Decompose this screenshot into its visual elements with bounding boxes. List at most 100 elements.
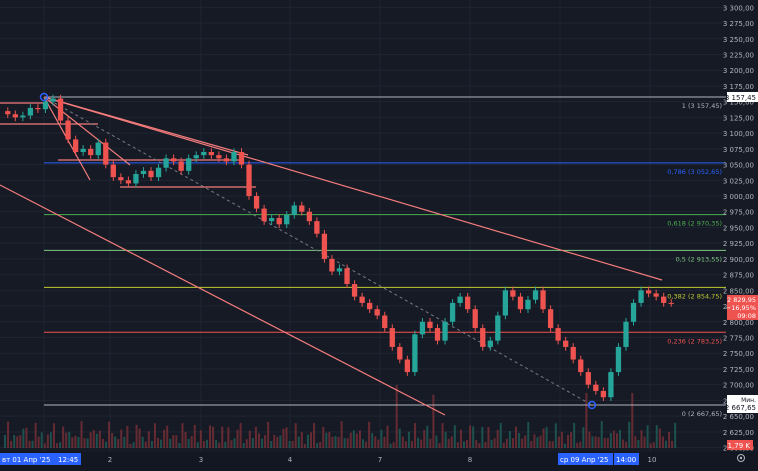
candle-body bbox=[284, 214, 290, 225]
volume-bar bbox=[123, 436, 126, 448]
y-tick-label: 3 275,00 bbox=[723, 20, 754, 28]
y-tick-label: 2 850,00 bbox=[723, 287, 754, 295]
candle-body bbox=[80, 148, 86, 152]
volume-bar bbox=[56, 443, 59, 448]
volume-bar bbox=[92, 430, 95, 448]
volume-bar bbox=[472, 426, 475, 448]
volume-bar bbox=[661, 436, 664, 448]
candle-body bbox=[329, 258, 335, 272]
volume-bar bbox=[557, 436, 560, 448]
candle-body bbox=[170, 158, 177, 162]
candle-body bbox=[246, 164, 252, 197]
volume-bar bbox=[285, 427, 288, 448]
volume-bar bbox=[95, 433, 98, 448]
volume-bar bbox=[368, 421, 371, 448]
fan-line-2[interactable] bbox=[43, 96, 249, 156]
volume-bar bbox=[658, 428, 661, 448]
volume-bar bbox=[89, 432, 92, 448]
fib-trendline-dashed[interactable] bbox=[43, 96, 593, 406]
volume-bar bbox=[450, 436, 453, 448]
volume-bar bbox=[643, 436, 646, 448]
x-cursor-highlight bbox=[56, 453, 81, 465]
y-tick-label: 2 875,00 bbox=[723, 272, 754, 280]
volume-bar bbox=[334, 435, 337, 448]
candle-body bbox=[261, 208, 267, 222]
candle-body bbox=[50, 98, 56, 102]
candle-body bbox=[231, 151, 237, 162]
volume-bar bbox=[591, 436, 594, 448]
settings-gear-icon[interactable] bbox=[737, 454, 745, 462]
x-cursor-highlight bbox=[558, 453, 613, 465]
y-tick-label: 3 025,00 bbox=[723, 177, 754, 185]
volume-bar bbox=[414, 423, 417, 448]
volume-bar bbox=[62, 426, 65, 448]
volume-bar bbox=[567, 434, 570, 448]
volume-bar bbox=[300, 432, 303, 448]
volume-bar bbox=[548, 441, 551, 448]
candle-body bbox=[465, 296, 471, 310]
y-tick-label: 3 225,00 bbox=[723, 52, 754, 60]
x-tick-label: 3 bbox=[199, 456, 203, 464]
volume-bar bbox=[481, 426, 484, 448]
candle-body bbox=[480, 328, 486, 347]
volume-bar bbox=[10, 440, 13, 448]
candle-body bbox=[412, 334, 418, 373]
candle-body bbox=[585, 372, 591, 385]
volume-bar bbox=[16, 436, 19, 448]
x-tick-label: ср 09 Апр '25 bbox=[560, 456, 609, 464]
x-tick-label: 14:00 bbox=[616, 456, 636, 464]
volume-bar bbox=[273, 434, 276, 448]
y-tick-label: 3 150,00 bbox=[723, 99, 754, 107]
volume-bar bbox=[579, 441, 582, 448]
volume-bar bbox=[573, 422, 576, 448]
volume-bar bbox=[282, 428, 285, 448]
volume-bar bbox=[493, 438, 496, 448]
volume-bar bbox=[429, 438, 432, 448]
y-tick-label: 3 200,00 bbox=[723, 67, 754, 75]
volume-bar bbox=[664, 440, 667, 448]
candle-body bbox=[20, 115, 26, 118]
volume-bar bbox=[138, 428, 141, 448]
candle-body bbox=[133, 174, 139, 184]
volume-bar bbox=[294, 423, 297, 448]
y-tick-label: 2 700,00 bbox=[723, 382, 754, 390]
x-tick-label: вт 01 Апр '25 bbox=[2, 456, 50, 464]
candle-body bbox=[472, 309, 478, 329]
volume-bar bbox=[40, 432, 43, 448]
upper-trendline[interactable] bbox=[43, 96, 663, 281]
volume-bar bbox=[603, 437, 606, 448]
volume-bar bbox=[297, 436, 300, 448]
volume-bar bbox=[80, 421, 83, 448]
y-tick-label: 2 750,00 bbox=[723, 350, 754, 358]
volume-bar bbox=[187, 438, 190, 448]
volume-bar bbox=[150, 440, 153, 448]
x-tick-label: 7 bbox=[378, 456, 382, 464]
anchor-point-low[interactable] bbox=[587, 400, 597, 410]
candle-body bbox=[404, 359, 410, 373]
volume-bar bbox=[371, 432, 374, 448]
candle-body bbox=[661, 296, 667, 303]
candle-body bbox=[118, 177, 124, 181]
volume-bar bbox=[34, 422, 37, 448]
volume-bar bbox=[218, 442, 221, 448]
volume-bar bbox=[233, 438, 236, 448]
volume-bar bbox=[576, 442, 579, 448]
anchor-point-high[interactable] bbox=[39, 92, 49, 102]
volume-bar bbox=[236, 429, 239, 448]
volume-bar bbox=[463, 441, 465, 448]
volume-bar bbox=[86, 438, 89, 448]
volume-bar bbox=[306, 434, 309, 448]
last-price-tag bbox=[727, 294, 758, 320]
volume-bar bbox=[502, 442, 505, 448]
y-tick-label: 3 000,00 bbox=[723, 193, 754, 201]
candle-body bbox=[495, 315, 501, 341]
candle-body bbox=[344, 268, 350, 285]
candle-body bbox=[593, 384, 599, 391]
volume-bar bbox=[322, 426, 325, 448]
lower-trendline[interactable] bbox=[0, 184, 446, 416]
volume-bar bbox=[215, 440, 218, 448]
volume-bar bbox=[114, 436, 117, 448]
candle-body bbox=[442, 321, 448, 341]
